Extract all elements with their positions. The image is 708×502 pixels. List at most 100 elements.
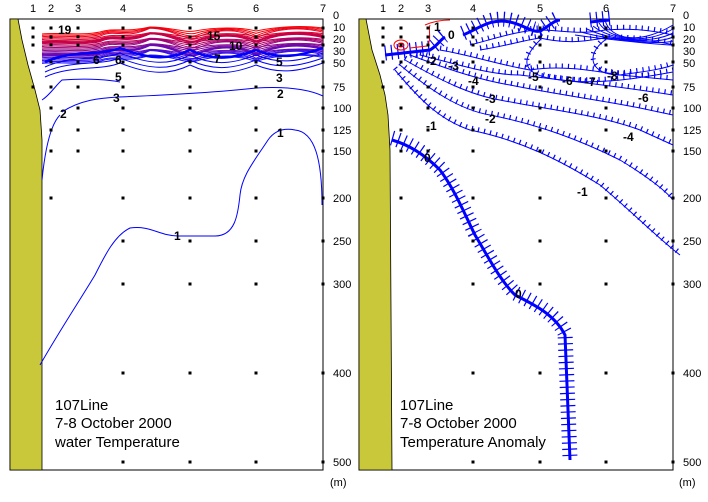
depth-tick-label: 30 (683, 46, 695, 58)
sample-point (188, 60, 192, 64)
sample-point (538, 106, 542, 110)
station-label: 3 (75, 3, 81, 15)
sample-point (254, 60, 258, 64)
contour-line (419, 54, 674, 96)
station-label: 1 (380, 3, 386, 15)
station-label: 2 (48, 3, 54, 15)
sample-point (471, 85, 475, 89)
contour-label: 10 (229, 39, 243, 53)
sample-point (671, 460, 675, 464)
station-label: 6 (253, 3, 259, 15)
contour-line (462, 18, 561, 37)
sample-point (604, 196, 608, 200)
sample-point (188, 26, 192, 30)
contour-label: 1 (434, 20, 441, 34)
panel-frame (9, 18, 324, 471)
sample-point (381, 35, 385, 39)
depth-tick-label: 400 (333, 368, 351, 380)
contour-line (586, 28, 674, 42)
sample-point (254, 149, 258, 153)
sample-point (381, 85, 385, 89)
sample-point (121, 239, 125, 243)
sample-point (254, 460, 258, 464)
contour-line (39, 128, 323, 366)
sample-point (321, 239, 325, 243)
sample-point (49, 35, 53, 39)
sample-point (321, 35, 325, 39)
sample-point (121, 196, 125, 200)
sample-point (471, 149, 475, 153)
sample-point (188, 128, 192, 132)
contour-line (41, 78, 121, 101)
sample-point (49, 60, 53, 64)
sample-point (188, 371, 192, 375)
sample-point (538, 196, 542, 200)
depth-tick-label: 125 (333, 125, 351, 137)
sample-point (671, 60, 675, 64)
depth-tick-label: 50 (683, 58, 695, 70)
depth-tick-label: 125 (683, 125, 701, 137)
contour-label: -6 (638, 91, 649, 105)
sample-point (671, 35, 675, 39)
sample-point (321, 460, 325, 464)
temperature-panel: 19 15 10 7 6 6 5 5 3 3 2 2 1 1 107Line 7… (9, 18, 347, 489)
contour-line (41, 27, 324, 38)
station-label: 5 (187, 3, 193, 15)
station-label: 2 (398, 3, 404, 15)
contour-ticks (524, 36, 674, 83)
sample-point (399, 196, 403, 200)
sample-point (381, 60, 385, 64)
depth-tick-label: 10 (333, 22, 345, 34)
contour-line (394, 69, 681, 256)
sample-point (604, 282, 608, 286)
depth-tick-label: 200 (333, 193, 351, 205)
depth-tick-label: 30 (333, 46, 345, 58)
contour-label: 5 (276, 55, 283, 69)
sample-point (538, 239, 542, 243)
sample-point (76, 106, 80, 110)
depth-tick-label: 150 (683, 146, 701, 158)
contour-line (41, 32, 324, 44)
sample-point (254, 85, 258, 89)
contour-ticks (389, 130, 578, 459)
sample-point (604, 106, 608, 110)
sample-point (671, 26, 675, 30)
sample-point (399, 35, 403, 39)
contour-line (393, 39, 409, 51)
temperature-contours (41, 26, 324, 78)
sample-point (538, 460, 542, 464)
sample-point (49, 128, 53, 132)
sample-point (31, 35, 35, 39)
depth-tick-label: 500 (683, 457, 701, 469)
sample-point (254, 106, 258, 110)
sample-point (538, 60, 542, 64)
sample-point (321, 43, 325, 47)
sample-point (76, 85, 80, 89)
contour-line (592, 25, 674, 41)
land-shape (358, 18, 393, 471)
sample-point (538, 85, 542, 89)
contour-ticks (419, 50, 674, 96)
sample-point (604, 128, 608, 132)
contour-line (424, 19, 451, 26)
sample-point (76, 43, 80, 47)
sample-point (426, 26, 430, 30)
contour-label: 19 (58, 23, 72, 37)
contour-label: -1 (426, 119, 437, 133)
contour-line (44, 52, 324, 68)
station-label: 7 (670, 3, 676, 15)
station-label: 5 (537, 3, 543, 15)
sample-point (471, 106, 475, 110)
contour-label: 0 (515, 287, 522, 301)
contour-label: -4 (623, 130, 634, 144)
caption-line-3: Temperature Anomaly (400, 434, 546, 451)
sample-point (49, 43, 53, 47)
station-label: 7 (320, 3, 326, 15)
depth-tick-label: 100 (683, 103, 701, 115)
sample-point (426, 149, 430, 153)
sample-point (254, 371, 258, 375)
sample-point (188, 43, 192, 47)
contour-line (44, 62, 324, 78)
contour-ticks (403, 55, 675, 146)
